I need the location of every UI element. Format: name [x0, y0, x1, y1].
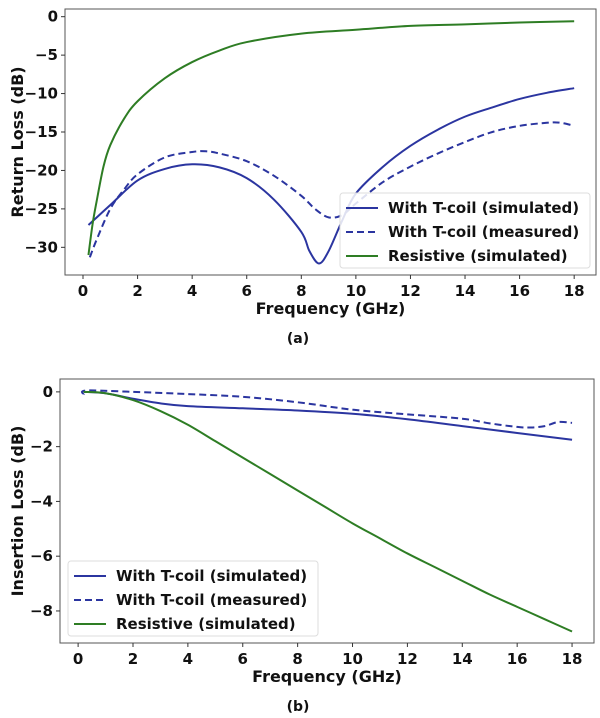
y-tick-label: 0	[48, 8, 58, 26]
legend-label-0: With T-coil (simulated)	[388, 199, 579, 217]
y-axis-label: Insertion Loss (dB)	[8, 426, 27, 597]
x-tick-label: 10	[345, 282, 366, 300]
x-tick-label: 6	[242, 282, 252, 300]
y-tick-label: 0	[43, 383, 53, 401]
series-line-0	[87, 87, 575, 265]
y-tick-label: −25	[25, 200, 58, 218]
plot-frame	[59, 378, 595, 644]
y-tick-label: −30	[25, 238, 58, 256]
legend-label-2: Resistive (simulated)	[116, 615, 296, 633]
y-tick-label: −5	[35, 46, 58, 64]
y-tick-label: −20	[25, 161, 58, 179]
legend-label-1: With T-coil (measured)	[116, 591, 307, 609]
x-tick-label: 12	[397, 650, 418, 668]
plot-frame	[64, 8, 597, 276]
legend-label-1: With T-coil (measured)	[388, 223, 579, 241]
x-tick-label: 16	[509, 282, 530, 300]
panel-caption: (a)	[287, 331, 309, 347]
x-tick-label: 10	[342, 650, 363, 668]
y-axis-label: Return Loss (dB)	[8, 66, 27, 217]
x-tick-label: 6	[238, 650, 248, 668]
series-line-1	[80, 389, 573, 429]
legend-label-2: Resistive (simulated)	[388, 247, 568, 265]
x-tick-label: 14	[455, 282, 476, 300]
series-line-0	[83, 390, 573, 441]
panel-caption: (b)	[287, 699, 310, 715]
x-tick-label: 18	[562, 650, 583, 668]
series-line-1	[88, 121, 575, 258]
series-line-2	[87, 20, 575, 256]
insertion-loss-chart: 0 2 4 6 8 10 12 14 16 18 0 −2 −4 −6 −8 Frequency (GHz) I…	[8, 378, 595, 715]
x-tick-label: 0	[78, 282, 88, 300]
legend: With T-coil (simulated) With T-coil (meas…	[67, 560, 319, 637]
x-tick-label: 8	[296, 282, 306, 300]
series-line-2	[83, 390, 573, 633]
legend: With T-coil (simulated) With T-coil (meas…	[339, 192, 591, 269]
return-loss-chart: 0 2 4 6 8 10 12 14 16 18 0 −5 −10 −15 −20 −25 −30 Frequen…	[8, 8, 597, 347]
x-tick-label: 14	[452, 650, 473, 668]
y-tick-label: −2	[30, 438, 53, 456]
x-tick-label: 8	[292, 650, 302, 668]
x-tick-label: 2	[128, 650, 138, 668]
x-tick-label: 18	[564, 282, 585, 300]
y-tick-label: −6	[30, 547, 53, 565]
x-tick-label: 4	[183, 650, 193, 668]
y-tick-label: −8	[30, 602, 53, 620]
x-tick-label: 16	[507, 650, 528, 668]
x-tick-label: 12	[400, 282, 421, 300]
y-tick-label: −15	[25, 123, 58, 141]
x-axis-label: Frequency (GHz)	[252, 667, 402, 686]
legend-label-0: With T-coil (simulated)	[116, 567, 307, 585]
x-tick-label: 4	[187, 282, 197, 300]
x-tick-label: 2	[132, 282, 142, 300]
x-tick-label: 0	[73, 650, 83, 668]
y-tick-label: −10	[25, 85, 58, 103]
legend-box	[339, 192, 591, 269]
legend-box	[67, 560, 319, 637]
y-tick-label: −4	[30, 492, 53, 510]
x-axis-label: Frequency (GHz)	[256, 299, 406, 318]
